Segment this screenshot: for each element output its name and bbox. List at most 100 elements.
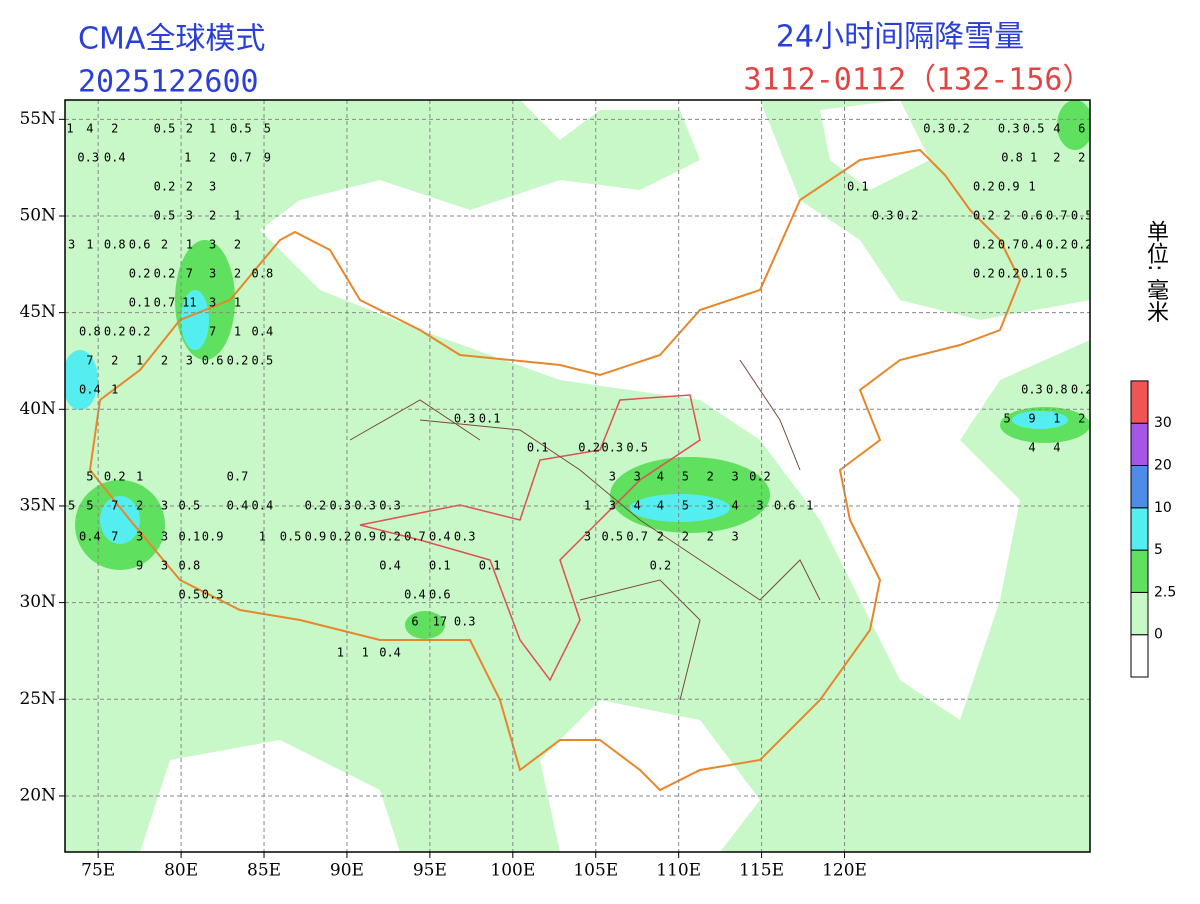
snowfall-value: 1 xyxy=(136,353,143,367)
y-tick-label: 25N xyxy=(19,689,56,709)
legend-swatch xyxy=(1130,634,1149,678)
snowfall-value: 0.4 xyxy=(429,529,451,543)
snow-shading xyxy=(65,100,1090,852)
value-labels: 1 4 2 0.5 2 1 0.5 5 0.3 0.2 0.3 0.5 4 60.3 0.4 1 2 0.7 9 0.… xyxy=(66,121,1093,659)
snowfall-value: 0.3 xyxy=(454,614,476,628)
snowfall-value: 3 xyxy=(609,469,616,483)
snowfall-value: 0.2 xyxy=(973,208,995,222)
snowfall-value: 0.2 xyxy=(973,237,995,251)
snowfall-value: 0.8 xyxy=(252,266,274,280)
snowfall-value: 3 xyxy=(209,237,216,251)
snowfall-value: 0.2 xyxy=(1046,237,1068,251)
legend-label: 20 xyxy=(1154,458,1172,474)
snowfall-value: 0.3 xyxy=(379,498,401,512)
snowfall-value: 0.1 xyxy=(527,440,549,454)
x-tick-label: 90E xyxy=(330,861,364,881)
snowfall-value: 0.7 xyxy=(227,469,249,483)
snowfall-value: 3 xyxy=(584,529,591,543)
unit-label: 单位: 毫米 xyxy=(1143,220,1169,323)
snowfall-value: 0.5 xyxy=(154,121,176,135)
legend-label: 10 xyxy=(1154,500,1172,516)
snowfall-value: 0.7 xyxy=(230,150,252,164)
snowfall-value: 1 xyxy=(1028,179,1035,193)
snowfall-value: 0.3 xyxy=(454,529,476,543)
snowfall-value: 0.2 xyxy=(154,179,176,193)
x-tick-label: 100E xyxy=(490,861,535,881)
snowfall-value: 3 xyxy=(68,237,75,251)
snowfall-value: 1 xyxy=(111,382,118,396)
snowfall-value: 0.4 xyxy=(379,645,401,659)
snowfall-value: 0.2 xyxy=(379,529,401,543)
snowfall-value: 4 xyxy=(86,121,93,135)
period: 3112-0112（132-156） xyxy=(744,63,1093,98)
legend-swatch xyxy=(1130,549,1149,593)
region-border xyxy=(359,394,701,682)
legend-swatch xyxy=(1130,591,1149,636)
snowfall-value: 1 xyxy=(259,529,266,543)
snowfall-value: 0.5 xyxy=(1071,208,1093,222)
snowfall-value: 0.9 xyxy=(354,529,376,543)
snowfall-value: 0.4 xyxy=(252,498,274,512)
snowfall-value: 2 xyxy=(682,529,689,543)
snowfall-value: 0.2 xyxy=(998,266,1020,280)
snowfall-value: 5 xyxy=(264,121,271,135)
snowfall-value: 9 xyxy=(1028,411,1035,425)
snowfall-value: 0.2 xyxy=(227,353,249,367)
snowfall-value: 1 xyxy=(86,237,93,251)
snowfall-value: 0.6 xyxy=(202,353,224,367)
snowfall-value: 2 xyxy=(161,237,168,251)
snowfall-value: 0.5 xyxy=(154,208,176,222)
snowfall-value: 1 xyxy=(234,324,241,338)
snowfall-value: 3 xyxy=(731,469,738,483)
snowfall-value: 0.4 xyxy=(104,150,126,164)
snowfall-value: 9 xyxy=(264,150,271,164)
snowfall-value: 4 xyxy=(1028,440,1035,454)
legend-label: 0 xyxy=(1154,627,1163,643)
snowfall-value: 0.1 xyxy=(479,411,501,425)
snowfall-value: 2 xyxy=(209,150,216,164)
snowfall-value: 0.6 xyxy=(774,498,796,512)
snowfall-value: 0.1 xyxy=(847,179,869,193)
snowfall-value: 0.4 xyxy=(1021,237,1043,251)
snowfall-value: 0.7 xyxy=(626,529,648,543)
x-tick-label: 95E xyxy=(413,861,447,881)
snowfall-value: 0.4 xyxy=(252,324,274,338)
snowfall-value: 5 xyxy=(1003,411,1010,425)
snowfall-value: 0.5 xyxy=(280,529,302,543)
snowfall-value: 0.5 xyxy=(252,353,274,367)
heavy-snow-shading xyxy=(65,100,1090,639)
snowfall-value: 11 xyxy=(182,295,196,309)
snowfall-value: 1 xyxy=(1030,150,1037,164)
snowfall-value: 3 xyxy=(209,266,216,280)
snowfall-value: 0.9 xyxy=(202,529,224,543)
snowfall-value: 0.3 xyxy=(872,208,894,222)
snowfall-value: 0.6 xyxy=(429,587,451,601)
snowfall-value: 1 xyxy=(234,295,241,309)
snowfall-value: 4 xyxy=(634,498,641,512)
snowfall-value: 0.2 xyxy=(305,498,327,512)
snowfall-value: 0.8 xyxy=(1046,382,1068,396)
snowfall-value: 0.5 xyxy=(179,587,201,601)
legend-swatch xyxy=(1130,422,1149,467)
snowfall-value: 0.4 xyxy=(227,498,249,512)
snowfall-value: 1 xyxy=(1053,411,1060,425)
snowfall-value: 0.2 xyxy=(578,440,600,454)
y-tick-label: 50N xyxy=(19,205,56,225)
snowfall-value: 7 xyxy=(209,324,216,338)
legend-label: 2.5 xyxy=(1154,584,1176,600)
snowfall-value: 2 xyxy=(1078,150,1085,164)
snowfall-value: 1 xyxy=(806,498,813,512)
snowfall-value: 0.7 xyxy=(1046,208,1068,222)
snowfall-value: 2 xyxy=(186,121,193,135)
snowfall-value: 4 xyxy=(1053,440,1060,454)
snowfall-value: 2 xyxy=(111,353,118,367)
snowfall-value: 1 xyxy=(584,498,591,512)
snowfall-value: 3 xyxy=(731,529,738,543)
snowfall-value: 0.3 xyxy=(923,121,945,135)
snowfall-value: 0.1 xyxy=(179,529,201,543)
snowfall-value: 0.7 xyxy=(154,295,176,309)
legend-label: 30 xyxy=(1154,415,1172,431)
snowfall-value: 3 xyxy=(186,208,193,222)
snowfall-value: 0.2 xyxy=(104,324,126,338)
